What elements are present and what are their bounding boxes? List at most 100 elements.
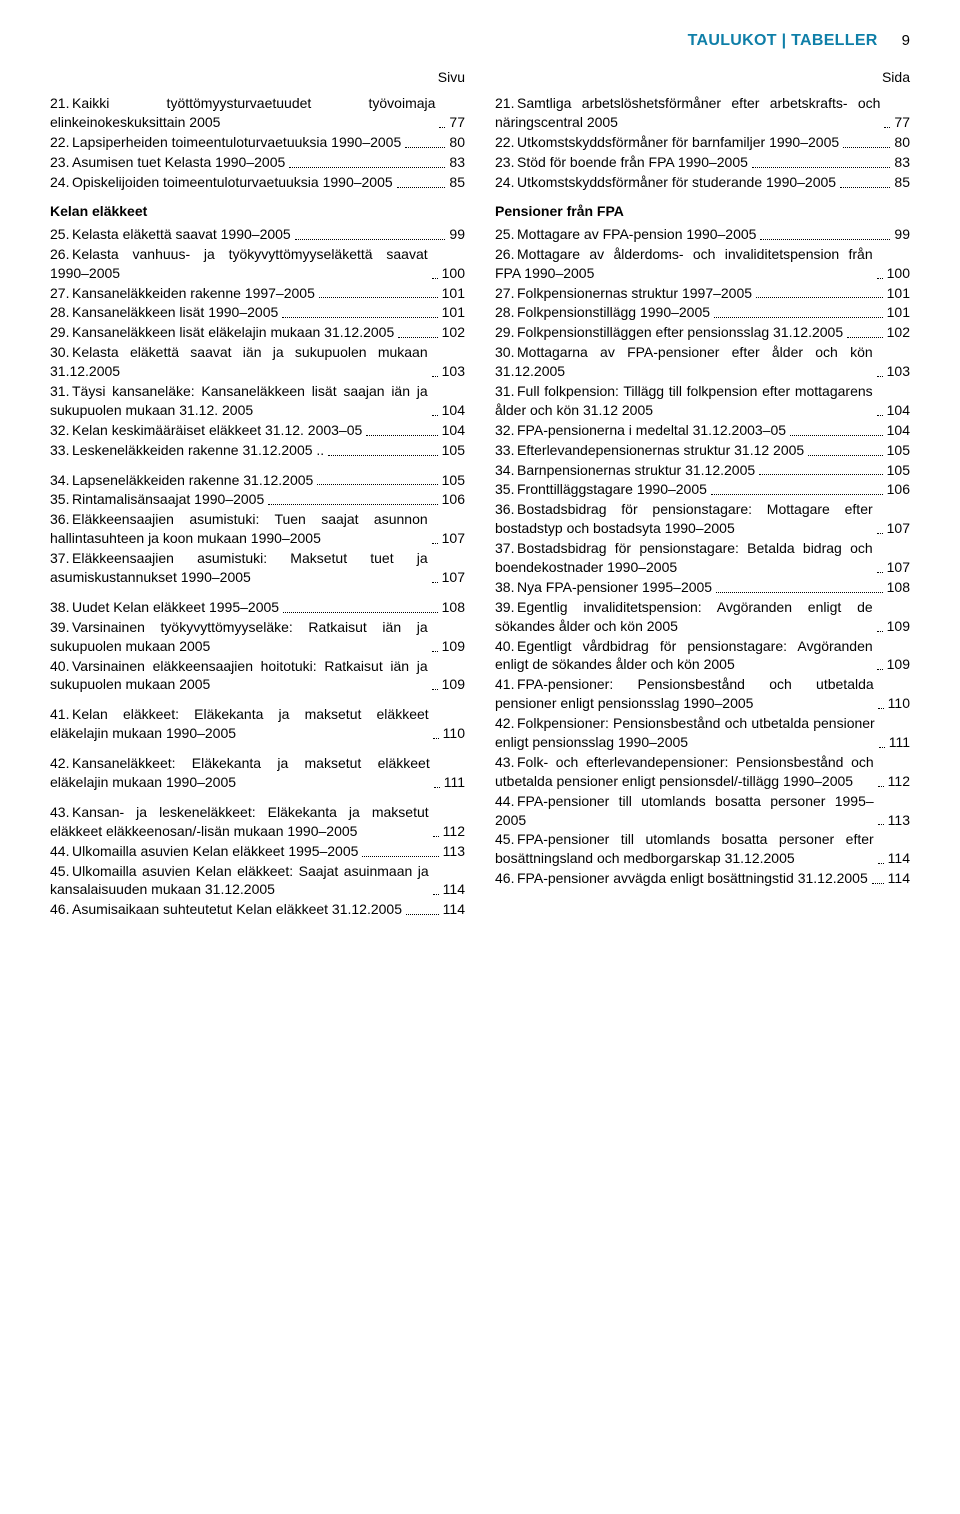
toc-entry-number: 21. bbox=[50, 94, 72, 113]
toc-entry-title: Uudet Kelan eläkkeet 1995–2005 bbox=[72, 599, 279, 615]
toc-entry: 32. Kelan keskimääräiset eläkkeet 31.12.… bbox=[50, 421, 465, 440]
toc-entry: 33. Leskeneläkkeiden rakenne 31.12.2005 … bbox=[50, 441, 465, 460]
spacer bbox=[50, 744, 465, 754]
leader-dots bbox=[432, 582, 438, 583]
toc-entry-number: 24. bbox=[495, 173, 517, 192]
leader-dots bbox=[879, 747, 885, 748]
toc-entry-page: 113 bbox=[443, 842, 465, 861]
toc-entry-number: 22. bbox=[50, 133, 72, 152]
toc-entry-number: 40. bbox=[495, 637, 517, 656]
toc-entry-title: Opiskelijoiden toimeentuloturvaetuuksia … bbox=[72, 174, 393, 190]
leader-dots bbox=[406, 914, 439, 915]
leader-dots bbox=[877, 572, 883, 573]
toc-entry-number: 29. bbox=[495, 323, 517, 342]
leader-dots bbox=[877, 376, 883, 377]
toc-entry-text: 32. Kelan keskimääräiset eläkkeet 31.12.… bbox=[50, 421, 362, 440]
toc-entry-text: 31. Täysi kansaneläke: Kansaneläkkeen li… bbox=[50, 382, 428, 420]
leader-dots bbox=[877, 415, 883, 416]
toc-entry-title: Leskeneläkkeiden rakenne 31.12.2005 .. bbox=[72, 442, 324, 458]
toc-entry-page: 108 bbox=[442, 598, 465, 617]
toc-entry-title: Kelasta vanhuus- ja työkyvyttömyyseläket… bbox=[50, 246, 428, 281]
toc-entry-page: 85 bbox=[894, 173, 910, 192]
toc-entry-title: Utkomstskyddsförmåner för studerande 199… bbox=[517, 174, 836, 190]
toc-entry: 44. Ulkomailla asuvien Kelan eläkkeet 19… bbox=[50, 842, 465, 861]
toc-entry-page: 106 bbox=[442, 490, 465, 509]
toc-entry-number: 30. bbox=[50, 343, 72, 362]
toc-entry-number: 30. bbox=[495, 343, 517, 362]
toc-entry-title: FPA-pensionerna i medeltal 31.12.2003–05 bbox=[517, 422, 786, 438]
toc-entry-page: 108 bbox=[887, 578, 910, 597]
toc-entry-number: 32. bbox=[495, 421, 517, 440]
toc-entry-page: 77 bbox=[894, 113, 910, 132]
toc-entry-page: 99 bbox=[449, 225, 465, 244]
toc-entry-text: 35. Rintamalisänsaajat 1990–2005 bbox=[50, 490, 264, 509]
toc-entry-page: 100 bbox=[442, 264, 465, 283]
leader-dots bbox=[362, 856, 438, 857]
toc-entry: 39. Egentlig invaliditetspension: Avgöra… bbox=[495, 598, 910, 636]
toc-entry-text: 25. Mottagare av FPA-pension 1990–2005 bbox=[495, 225, 756, 244]
toc-entry-text: 29. Folkpensionstilläggen efter pensions… bbox=[495, 323, 843, 342]
toc-entry: 28. Folkpensionstillägg 1990–2005101 bbox=[495, 303, 910, 322]
toc-entry-page: 80 bbox=[449, 133, 465, 152]
toc-entry-page: 103 bbox=[887, 362, 910, 381]
toc-entry-text: 42. Folkpensioner: Pensionsbestånd och u… bbox=[495, 714, 875, 752]
toc-entry: 40. Egentligt vårdbidrag för pensionstag… bbox=[495, 637, 910, 675]
toc-entry-number: 31. bbox=[50, 382, 72, 401]
toc-entry: 38. Uudet Kelan eläkkeet 1995–2005 108 bbox=[50, 598, 465, 617]
right-column: Sida 21. Samtliga arbetslöshetsförmåner … bbox=[495, 68, 910, 921]
toc-entry: 24. Opiskelijoiden toimeentuloturvaetuuk… bbox=[50, 173, 465, 192]
toc-entry-title: Kelasta eläkettä saavat 1990–2005 bbox=[72, 226, 291, 242]
toc-entry-text: 44. FPA-pensioner till utomlands bosatta… bbox=[495, 792, 874, 830]
toc-entry-text: 42. Kansaneläkkeet: Eläkekanta ja makse­… bbox=[50, 754, 430, 792]
toc-entry-page: 109 bbox=[887, 655, 910, 674]
leader-dots bbox=[283, 612, 438, 613]
toc-entry-page: 80 bbox=[894, 133, 910, 152]
toc-entry: 37. Bostadsbidrag för pensionstagare: Be… bbox=[495, 539, 910, 577]
toc-entry-text: 27. Folkpensionernas struktur 1997–2005 bbox=[495, 284, 752, 303]
content-columns: Sivu 21. Kaikki työttömyysturvaetuudet t… bbox=[50, 68, 910, 921]
leader-dots bbox=[432, 278, 438, 279]
toc-entry-page: 107 bbox=[442, 568, 465, 587]
toc-entry: 24. Utkomstskyddsförmåner för studerande… bbox=[495, 173, 910, 192]
leader-dots bbox=[405, 147, 445, 148]
toc-entry-number: 29. bbox=[50, 323, 72, 342]
toc-entry: 22. Utkomstskyddsförmåner för barnfamilj… bbox=[495, 133, 910, 152]
toc-entry-text: 43. Folk- och efterlevandepensioner: Pen… bbox=[495, 753, 874, 791]
toc-entry-title: Egentlig invaliditetspension: Avgöranden… bbox=[495, 599, 873, 634]
toc-entry-number: 27. bbox=[495, 284, 517, 303]
toc-entry-title: Eläkkeensaajien asumistuki: Maksetut tue… bbox=[50, 550, 428, 585]
toc-entry-page: 105 bbox=[887, 461, 910, 480]
toc-entry-title: Stöd för boende från FPA 1990–2005 bbox=[517, 154, 748, 170]
leader-dots bbox=[877, 669, 883, 670]
toc-entry-page: 103 bbox=[442, 362, 465, 381]
toc-entry-page: 83 bbox=[449, 153, 465, 172]
toc-entry-number: 21. bbox=[495, 94, 517, 113]
toc-entry-title: Fronttilläggstagare 1990–2005 bbox=[517, 481, 707, 497]
toc-entry-text: 37. Eläkkeensaajien asumistuki: Maksetut… bbox=[50, 549, 428, 587]
toc-entry-page: 104 bbox=[442, 401, 465, 420]
toc-entry: 25. Kelasta eläkettä saavat 1990–200599 bbox=[50, 225, 465, 244]
page-header: TAULUKOT | TABELLER 9 bbox=[50, 30, 910, 52]
leader-dots bbox=[840, 187, 890, 188]
toc-entry-number: 43. bbox=[50, 803, 72, 822]
leader-dots bbox=[790, 435, 883, 436]
toc-entry: 28. Kansaneläkkeen lisät 1990–2005101 bbox=[50, 303, 465, 322]
toc-entry-number: 35. bbox=[495, 480, 517, 499]
toc-entry-number: 37. bbox=[50, 549, 72, 568]
toc-entry-number: 44. bbox=[50, 842, 72, 861]
toc-entry-text: 29. Kansaneläkkeen lisät eläkelajin muka… bbox=[50, 323, 394, 342]
toc-entry-text: 30. Kelasta eläkettä saavat iän ja sukup… bbox=[50, 343, 428, 381]
toc-entry-text: 45. Ulkomailla asuvien Kelan eläkkeet: S… bbox=[50, 862, 429, 900]
toc-entry-title: Asumisaikaan suhteutetut Kelan eläkkeet … bbox=[72, 901, 402, 917]
toc-entry-text: 21. Kaikki työttömyysturvaetuudet työvoi… bbox=[50, 94, 435, 132]
header-divider: | bbox=[782, 32, 787, 49]
toc-entry-page: 107 bbox=[887, 558, 910, 577]
toc-entry: 23. Stöd för boende från FPA 1990–200583 bbox=[495, 153, 910, 172]
toc-entry-text: 38. Uudet Kelan eläkkeet 1995–2005 bbox=[50, 598, 279, 617]
toc-entry-title: Bostadsbidrag för pensionstagare: Betal­… bbox=[495, 540, 873, 575]
toc-entry-page: 104 bbox=[442, 421, 465, 440]
toc-entry-number: 41. bbox=[50, 705, 72, 724]
toc-entry-title: Efterlevandepensionernas struktur 31.12 … bbox=[517, 442, 804, 458]
toc-entry: 45. Ulkomailla asuvien Kelan eläkkeet: S… bbox=[50, 862, 465, 900]
toc-entry-text: 28. Kansaneläkkeen lisät 1990–2005 bbox=[50, 303, 278, 322]
